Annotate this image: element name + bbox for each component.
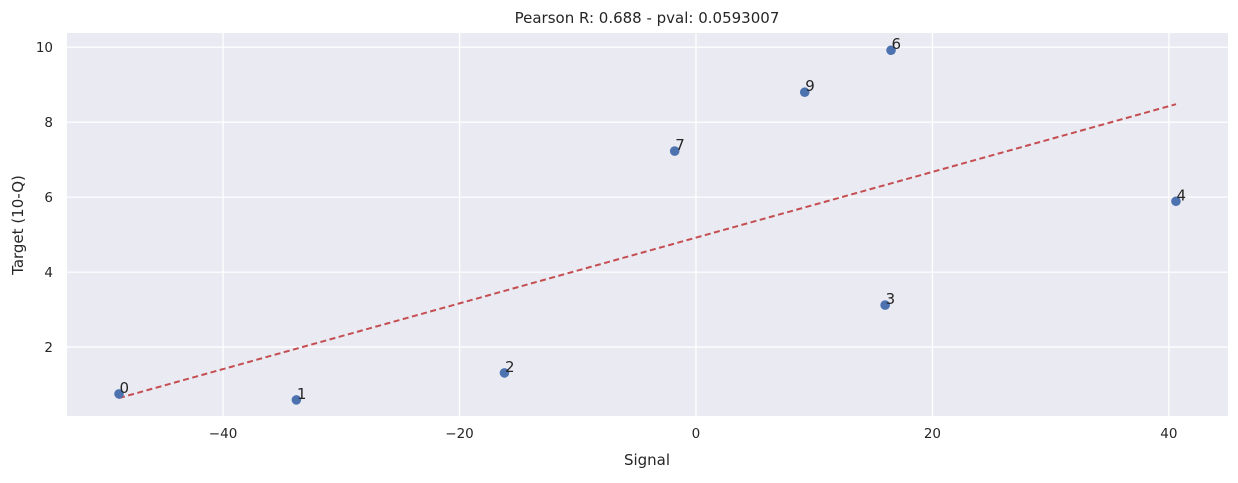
data-point [799, 87, 810, 98]
data-point [880, 300, 890, 310]
y-axis-label: Target (10-Q) [9, 175, 27, 276]
y-tick-label: 4 [44, 265, 53, 281]
point-label: 6 [892, 35, 902, 53]
point-label: 9 [805, 77, 815, 95]
x-axis-label: Signal [624, 451, 670, 469]
data-point [499, 368, 510, 378]
y-tick-label: 2 [44, 340, 53, 356]
x-tick-label: −20 [445, 426, 474, 442]
x-tick-label: 40 [1160, 426, 1177, 442]
data-point [114, 389, 124, 399]
grid [67, 33, 1228, 416]
x-tick-label: 0 [692, 426, 701, 442]
point-label: 7 [675, 136, 685, 154]
points: 0 1 2 3 4 6 7 9 [114, 35, 1186, 405]
data-point [291, 395, 302, 405]
point-label: 3 [886, 290, 896, 308]
chart-title: Pearson R: 0.688 - pval: 0.0593007 [515, 9, 780, 27]
y-tick-label: 10 [36, 40, 53, 56]
data-point [669, 146, 680, 156]
trend-line [118, 103, 1177, 399]
y-tick-label: 6 [44, 190, 53, 206]
y-tick-label: 8 [44, 115, 53, 131]
plot-area [67, 33, 1228, 416]
data-point [886, 45, 896, 56]
x-tick-label: −40 [209, 426, 238, 442]
x-tick-label: 20 [924, 426, 941, 442]
point-label: 0 [120, 379, 130, 397]
point-label: 4 [1176, 186, 1186, 204]
data-point [1171, 196, 1181, 207]
point-label: 1 [297, 385, 307, 403]
point-label: 2 [505, 358, 515, 376]
